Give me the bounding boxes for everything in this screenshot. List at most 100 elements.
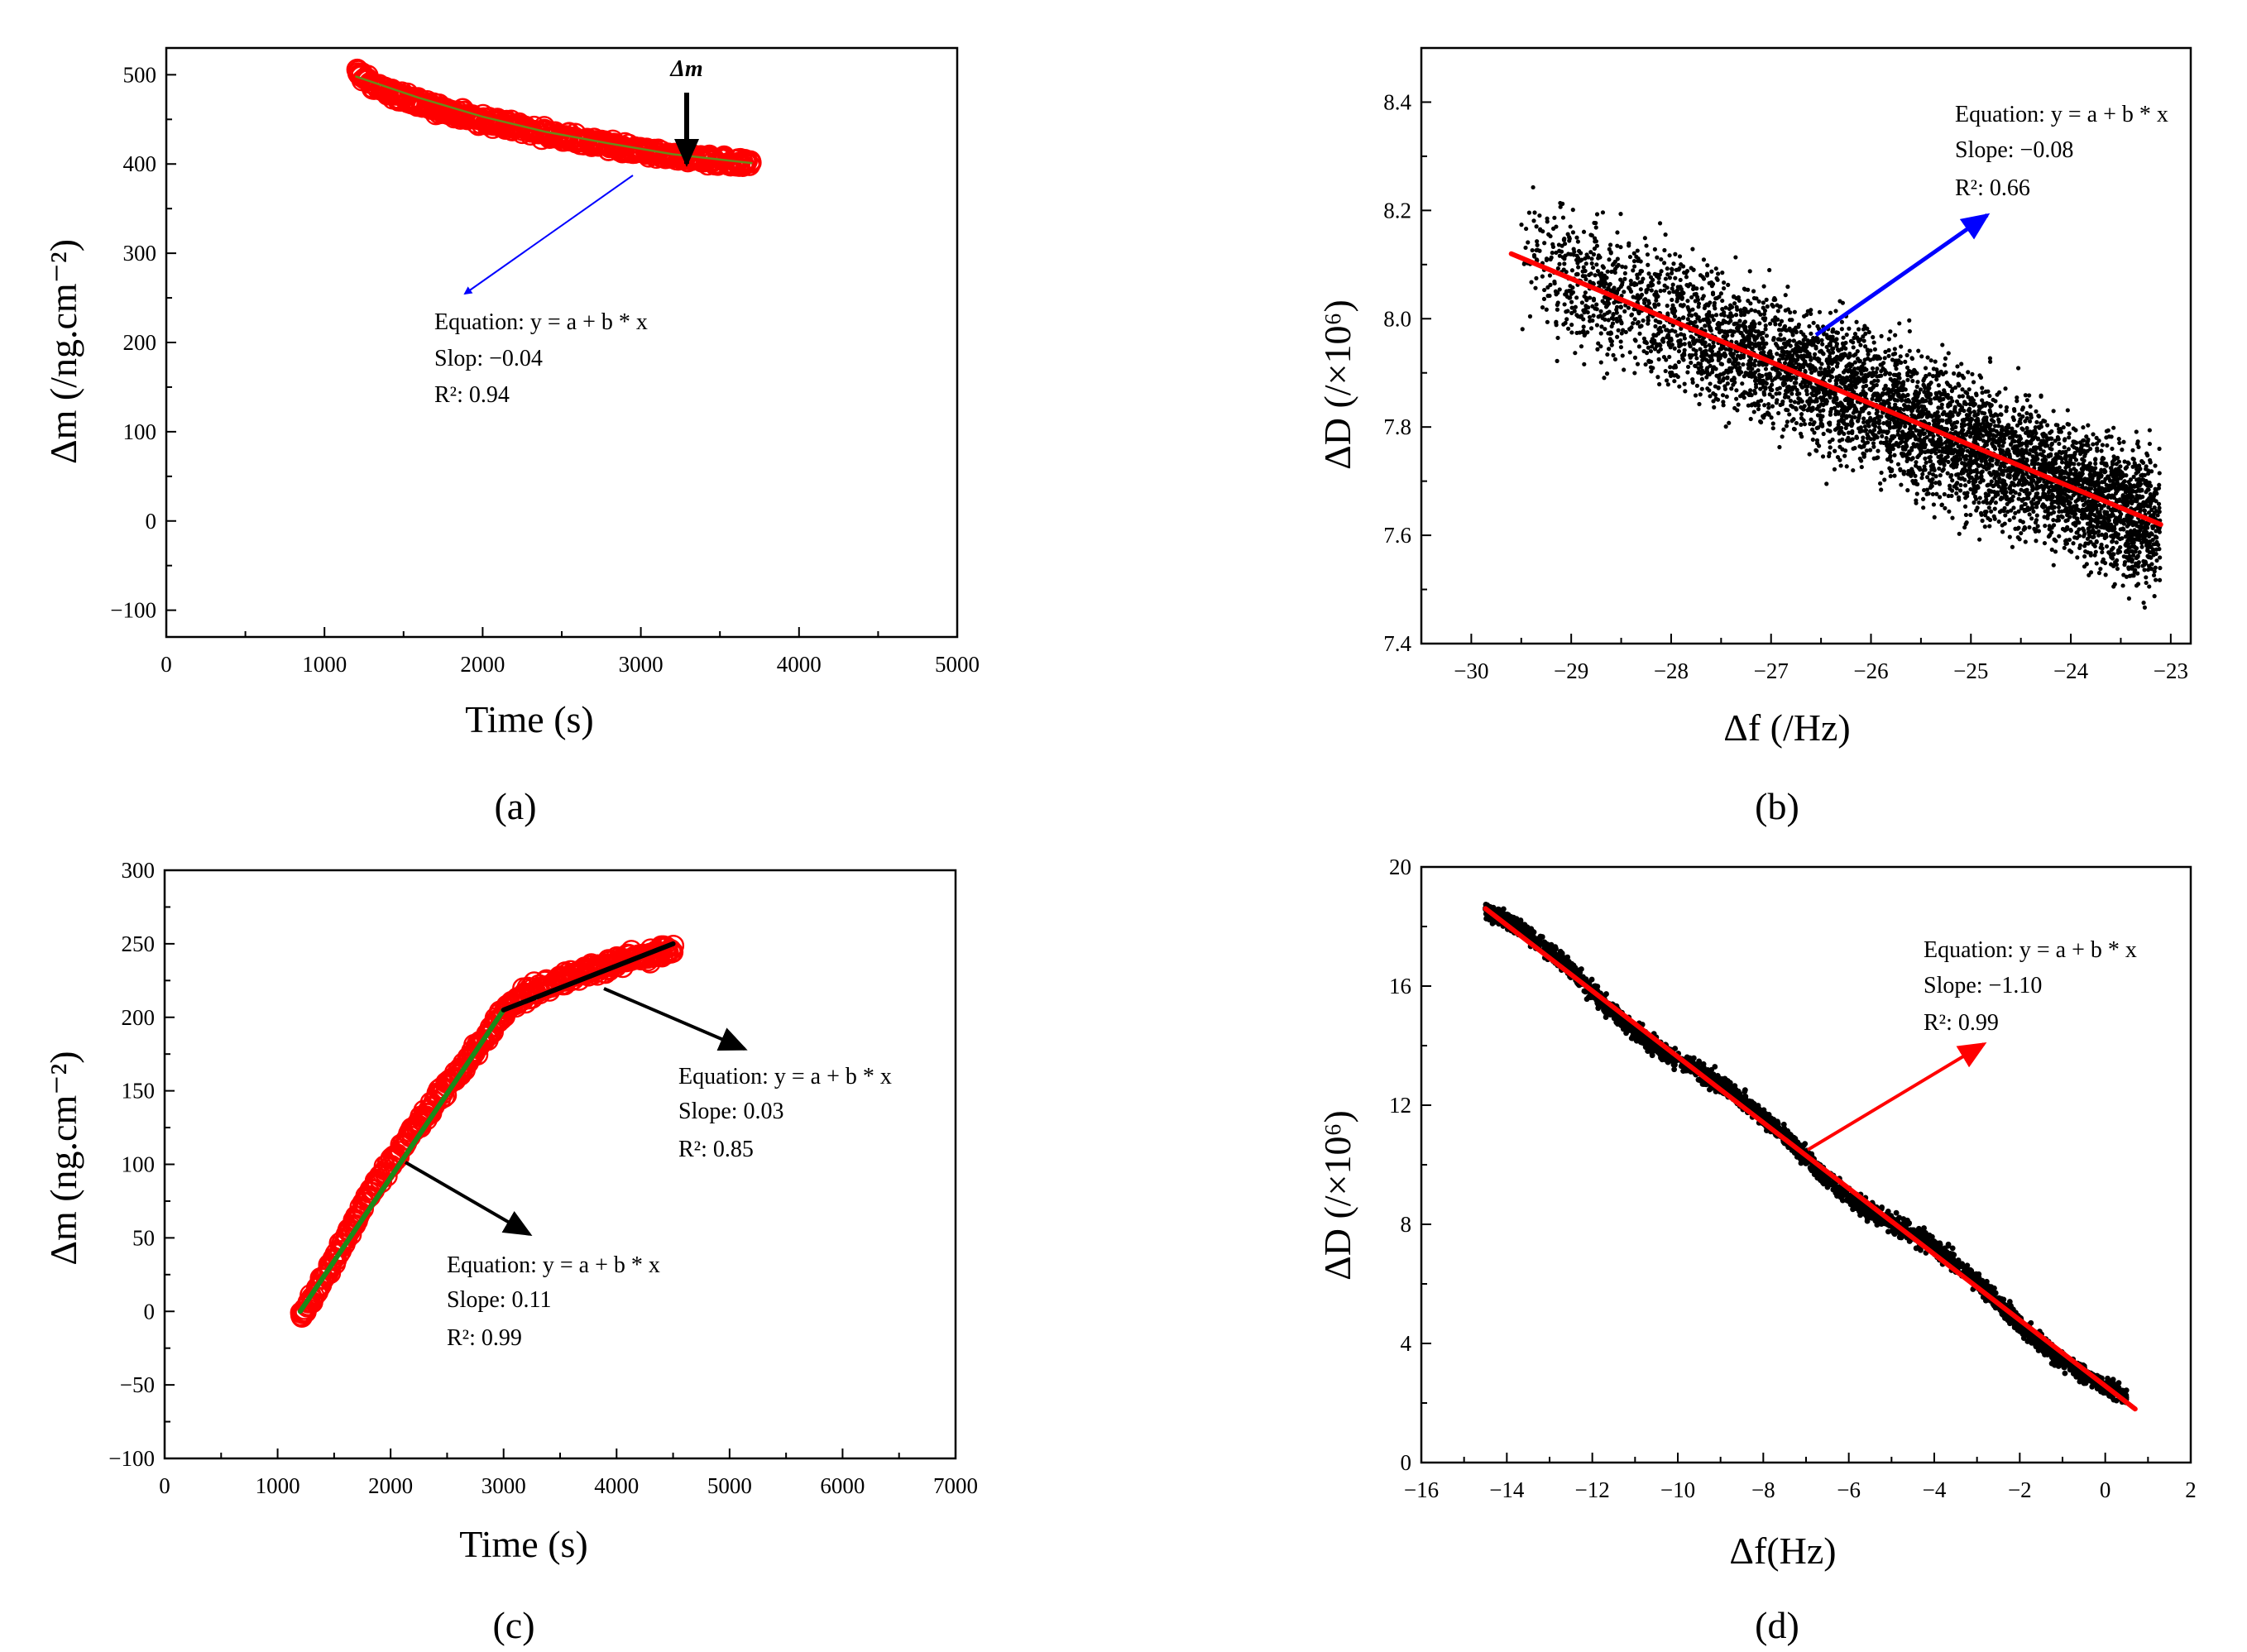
panel-a-annotation-arrow <box>463 175 634 295</box>
panel-b-data-point <box>1962 477 1967 482</box>
panel-b-data-point <box>1842 431 1847 437</box>
panel-b-data-point <box>1618 245 1623 250</box>
panel-b-data-point <box>1642 236 1647 241</box>
panel-b-data-point <box>1879 470 1884 476</box>
panel-b-data-point <box>2034 539 2039 543</box>
panel-b-data-point <box>1928 400 1933 405</box>
panel-b-data-point <box>1719 347 1724 352</box>
panel-b-data-point <box>1959 362 1964 366</box>
panel-b-data-point <box>1583 261 1588 266</box>
panel-b-data-point <box>2067 515 2072 520</box>
panel-b-data-point <box>1785 419 1789 424</box>
panel-b-data-point <box>1743 372 1748 377</box>
panel-b-data-point <box>1557 253 1562 258</box>
panel-b-data-point <box>1898 406 1903 411</box>
panel-b-data-point <box>1656 349 1661 354</box>
panel-b-data-point <box>2062 445 2067 450</box>
panel-b-data-point <box>1803 344 1809 350</box>
panel-b-data-point <box>1701 257 1707 262</box>
panel-b-data-point <box>1623 265 1628 270</box>
panel-b-data-point <box>1733 255 1738 260</box>
panel-b-data-point <box>1725 375 1730 380</box>
panel-b-data-point <box>1615 230 1620 235</box>
panel-b-data-point <box>2157 577 2163 582</box>
panel-b-data-point <box>2001 440 2006 445</box>
panel-b-data-point <box>1972 477 1977 482</box>
panel-b-data-point <box>2121 527 2126 532</box>
panel-b-data-point <box>1792 427 1797 432</box>
panel-b-data-point <box>1794 420 1799 426</box>
panel-b-data-point <box>1911 433 1916 438</box>
panel-b-data-point <box>1858 342 1863 347</box>
panel-b-data-point <box>2008 442 2014 448</box>
panel-b-data-point <box>1861 438 1866 443</box>
panel-b-data-point <box>2053 461 2058 466</box>
panel-b-data-point <box>1934 491 1939 496</box>
panel-a-axis-ticks: 0 1000 2000 3000 4000 5000−100010020030040050… <box>110 62 980 677</box>
panel-b-data-point <box>1855 357 1861 362</box>
panel-b-data-point <box>1775 309 1780 314</box>
panel-b-data-point <box>1664 328 1669 333</box>
panel-b-data-point <box>1572 249 1577 254</box>
panel-b-data-point <box>1588 318 1593 323</box>
panel-b-data-point <box>1622 276 1627 281</box>
panel-b-data-point <box>1649 288 1654 293</box>
panel-b-data-point <box>1682 336 1687 341</box>
panel-b-data-point <box>2024 398 2029 403</box>
panel-b-data-point <box>1789 391 1794 396</box>
panel-b-data-point <box>2135 481 2140 486</box>
panel-b-data-point <box>1663 232 1668 237</box>
panel-b-data-point <box>1857 456 1862 462</box>
panel-b-data-point <box>1830 437 1835 443</box>
panel-b-data-point <box>1999 432 2004 437</box>
panel-b-data-point <box>1596 341 1601 346</box>
panel-b-data-point <box>1737 318 1742 323</box>
panel-b-data-point <box>1527 314 1533 319</box>
panel-b-data-point <box>1685 370 1690 375</box>
panel-b-data-point <box>1832 467 1837 472</box>
panel-b-data-point <box>1861 327 1866 332</box>
panel-b-data-point <box>2093 530 2098 535</box>
panel-b-data-point <box>1764 372 1769 377</box>
panel-b-data-point <box>1722 376 1727 381</box>
panel-b-data-point <box>1545 294 1550 299</box>
panel-b-data-point <box>1724 394 1729 400</box>
panel-b-data-point <box>1903 424 1908 429</box>
panel-b-data-point <box>2120 583 2125 588</box>
panel-b-data-point <box>1665 266 1670 271</box>
panel-b-data-point <box>1852 360 1858 365</box>
panel-b-data-point <box>1899 344 1904 349</box>
panel-b-data-point <box>1693 319 1698 324</box>
panel-b-data-point <box>1895 398 1900 403</box>
panel-b-data-point <box>1794 381 1799 385</box>
panel-b-data-point <box>1732 301 1737 306</box>
panel-b-data-point <box>1632 355 1638 360</box>
panel-b-data-point <box>1936 405 1941 410</box>
panel-b-data-point <box>1708 300 1713 305</box>
panel-b-data-point <box>1899 482 1904 487</box>
panel-b-data-point <box>2017 412 2022 417</box>
panel-b-data-point <box>1550 244 1556 250</box>
panel-b-data-point <box>1863 372 1868 378</box>
panel-b-data-point <box>1670 282 1675 287</box>
panel-b-data-point <box>1588 326 1594 331</box>
panel-b-data-point <box>1760 336 1765 341</box>
panel-b-data-point <box>2020 470 2025 475</box>
panel-b-data-point <box>1599 324 1604 329</box>
panel-b-data-point <box>1764 333 1770 338</box>
panel-b-data-point <box>1995 424 2001 429</box>
panel-b-data-point <box>1939 402 1944 407</box>
panel-b-data-point <box>1618 277 1623 282</box>
panel-b-data-point <box>2082 458 2086 463</box>
panel-b-data-point <box>1674 372 1679 378</box>
panel-b-data-point <box>1828 395 1833 400</box>
panel-b-data-point <box>1944 444 1949 449</box>
panel-b-data-point <box>2020 520 2025 524</box>
panel-b-data-point <box>1961 376 1967 381</box>
panel-b-data-point <box>1989 499 1995 504</box>
panel-b-data-point <box>1871 370 1876 376</box>
panel-b-data-point <box>1573 304 1578 309</box>
panel-b-data-point <box>1967 472 1972 477</box>
panel-b-data-point <box>1685 364 1691 370</box>
panel-b-data-point <box>1988 432 1993 437</box>
